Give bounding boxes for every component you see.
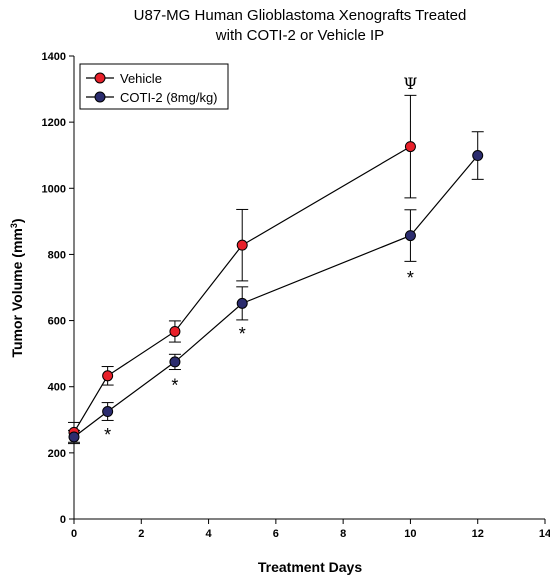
- series-line-coti2: [73, 155, 479, 438]
- y-tick-label: 400: [48, 382, 66, 394]
- axes: 0 2 4 6 8 10 12 14 0 200 400 600 800 1000 1200 1400: [42, 51, 550, 540]
- y-tick-label: 600: [48, 316, 66, 328]
- x-tick-label: 4: [206, 528, 213, 540]
- legend-label-coti2: COTI-2 (8mg/kg): [120, 90, 218, 105]
- series-layer: [68, 94, 484, 445]
- x-tick-label: 12: [472, 528, 484, 540]
- chart-title-line-2: with COTI-2 or Vehicle IP: [215, 27, 384, 44]
- y-tick-label: 1000: [42, 183, 66, 195]
- x-tick-label: 2: [138, 528, 144, 540]
- legend-marker-coti2: [94, 91, 106, 103]
- y-axis-label-end: ): [9, 218, 25, 223]
- data-point-vehicle: [236, 239, 248, 251]
- x-tick-label: 14: [539, 528, 550, 540]
- data-point-coti2: [472, 150, 484, 162]
- data-point-vehicle: [102, 370, 114, 382]
- y-tick-label: 0: [60, 514, 66, 526]
- x-tick-label: 0: [71, 528, 77, 540]
- y-tick-label: 800: [48, 249, 66, 261]
- data-point-coti2: [169, 356, 181, 368]
- y-tick-label: 200: [48, 448, 66, 460]
- y-axis-label: Tumor Volume (mm3): [9, 218, 25, 357]
- y-axis-label-main: Tumor Volume (mm: [9, 228, 25, 357]
- y-tick-label: 1400: [42, 51, 66, 63]
- data-point-coti2: [236, 297, 248, 309]
- data-point-coti2: [102, 406, 114, 418]
- x-tick-label: 8: [340, 528, 346, 540]
- x-tick-label: 10: [404, 528, 416, 540]
- significance-asterisk-annotation: *: [239, 324, 246, 344]
- annotation-layer: * * * * Ψ: [104, 74, 417, 445]
- significance-psi-annotation: Ψ: [403, 74, 417, 93]
- significance-asterisk-annotation: *: [104, 425, 111, 445]
- data-point-coti2: [68, 431, 80, 443]
- chart-title-line-1: U87-MG Human Glioblastoma Xenografts Tre…: [134, 7, 467, 24]
- y-tick-label: 1200: [42, 117, 66, 129]
- significance-asterisk-annotation: *: [171, 375, 178, 395]
- legend-box: [79, 63, 229, 110]
- data-point-vehicle: [169, 325, 181, 337]
- x-tick-label: 6: [273, 528, 279, 540]
- x-axis-label: Treatment Days: [258, 559, 362, 575]
- legend: Vehicle COTI-2 (8mg/kg): [79, 63, 229, 110]
- data-point-vehicle: [404, 141, 416, 153]
- data-point-coti2: [404, 230, 416, 242]
- legend-marker-vehicle: [94, 72, 106, 84]
- significance-asterisk-annotation: *: [407, 268, 414, 288]
- y-axis-label-sup: 3: [9, 223, 19, 228]
- legend-label-vehicle: Vehicle: [120, 71, 162, 86]
